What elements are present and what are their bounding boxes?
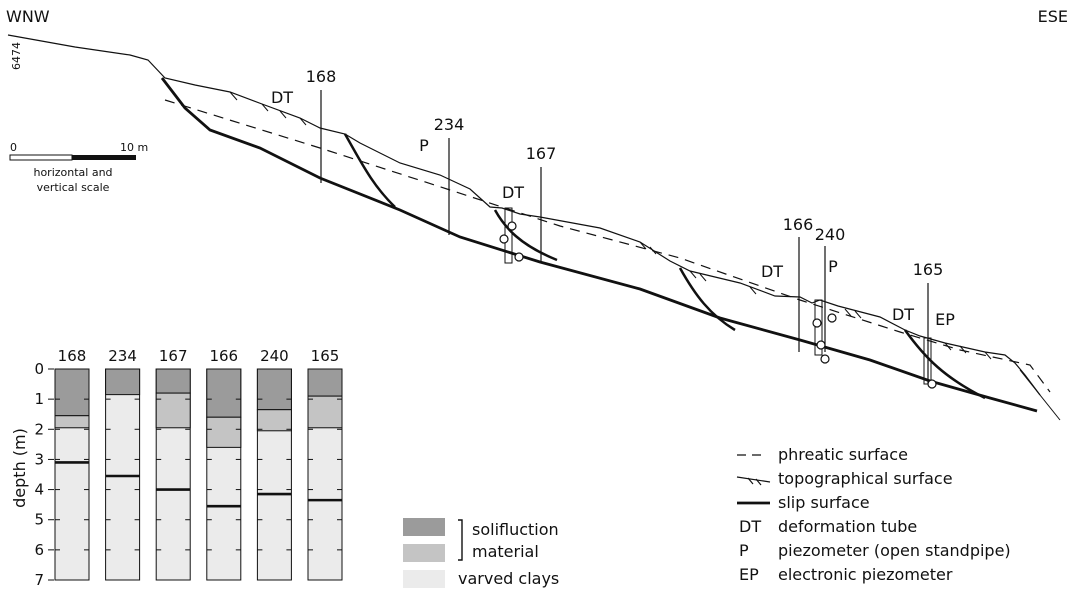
label-168: 168	[306, 67, 337, 86]
label-dt-165: DT	[892, 305, 914, 324]
swatch-solifluction-dark	[403, 518, 445, 536]
symbol-legend: phreatic surface topographical surface s…	[736, 445, 1011, 584]
label-p-240: P	[828, 257, 838, 276]
label-240: 240	[815, 225, 846, 244]
depth-tick-label: 4	[34, 481, 44, 499]
legend-p-abbr: P	[739, 541, 749, 560]
label-wnw: WNW	[6, 7, 50, 26]
swatch-varved-clays	[403, 570, 445, 588]
depth-tick-label: 3	[34, 450, 44, 468]
label-167: 167	[526, 144, 557, 163]
legend-topographic-line	[736, 476, 771, 486]
column-header-166: 166	[209, 347, 238, 365]
column-header-168: 168	[58, 347, 87, 365]
legend-dt-abbr: DT	[739, 517, 761, 536]
legend-ep-text: electronic piezometer	[778, 565, 953, 584]
label-ese: ESE	[1038, 7, 1068, 26]
scale-caption-1: horizontal and	[33, 166, 112, 179]
label-p-234: P	[419, 136, 429, 155]
label-dt-166: DT	[761, 262, 783, 281]
label-165: 165	[913, 260, 944, 279]
label-dt-167: DT	[502, 183, 524, 202]
column-240-solifluction-medium	[256, 409, 292, 432]
slip-surface-line	[160, 77, 1038, 413]
scale-end: 10 m	[120, 141, 148, 154]
label-dt-168: DT	[271, 88, 293, 107]
depth-tick-label: 0	[34, 360, 44, 378]
scale-caption-2: vertical scale	[37, 181, 110, 194]
cross-section	[7, 34, 1061, 421]
label-ep-165: EP	[935, 310, 955, 329]
legend-dt-text: deformation tube	[778, 517, 917, 536]
depth-tick-label: 5	[34, 511, 44, 529]
column-header-234: 234	[108, 347, 137, 365]
column-166-solifluction-dark	[206, 368, 242, 418]
figure-number: 6474	[10, 42, 23, 70]
topographic-surface-line	[7, 34, 1041, 396]
column-166-solifluction-medium	[206, 416, 242, 448]
column-header-167: 167	[159, 347, 188, 365]
piezometer-tips	[499, 221, 937, 389]
depth-tick-label: 7	[34, 571, 44, 589]
column-167-solifluction-medium	[155, 392, 191, 429]
surface-hachures	[229, 91, 992, 360]
instrument-labels: 168 DT 234 P 167 DT 166 DT 240 P 165 DT …	[271, 67, 955, 329]
column-167-solifluction-dark	[155, 368, 191, 394]
scale-zero: 0	[10, 141, 17, 154]
column-165-solifluction-dark	[307, 368, 343, 397]
legend-phreatic: phreatic surface	[778, 445, 908, 464]
scale-bar-white	[9, 154, 73, 161]
column-header-165: 165	[311, 347, 340, 365]
column-header-240: 240	[260, 347, 289, 365]
column-234-varved	[105, 368, 141, 581]
legend-material: material	[472, 542, 539, 561]
column-234-solifluction-dark	[105, 368, 141, 396]
columns-legend: solifluction material varved clays	[403, 518, 559, 588]
toe-edge	[1019, 369, 1061, 421]
depth-tick-label: 2	[34, 420, 44, 438]
slip-surface-branch-4	[903, 329, 986, 400]
column-240-solifluction-dark	[256, 368, 292, 411]
legend-slip: slip surface	[778, 493, 870, 512]
scale-bar: 0 10 m horizontal and vertical scale	[9, 141, 148, 194]
column-168-solifluction-dark	[54, 368, 90, 417]
slip-surface-branch-2	[493, 209, 558, 262]
column-165-solifluction-medium	[307, 395, 343, 429]
scale-bar-black	[72, 155, 136, 160]
column-168-solifluction-medium	[54, 415, 90, 429]
swatch-solifluction-medium	[403, 544, 445, 562]
label-234: 234	[434, 115, 465, 134]
slip-surface-branch-3	[678, 267, 736, 332]
depth-tick-label: 1	[34, 390, 44, 408]
legend-p-text: piezometer (open standpipe)	[778, 541, 1011, 560]
legend-topographical: topographical surface	[778, 469, 953, 488]
slip-surface-branch-1	[343, 133, 396, 208]
phreatic-surface-line	[164, 99, 1051, 393]
chart-y-axis-label: depth (m)	[10, 428, 29, 508]
borehole-dt240-tube	[814, 299, 823, 356]
label-166: 166	[783, 215, 814, 234]
legend-bracket	[458, 519, 463, 561]
depth-tick-label: 6	[34, 541, 44, 559]
legend-solifluction: solifluction	[472, 520, 559, 539]
legend-varved-clays: varved clays	[458, 569, 559, 588]
legend-ep-abbr: EP	[739, 565, 759, 584]
